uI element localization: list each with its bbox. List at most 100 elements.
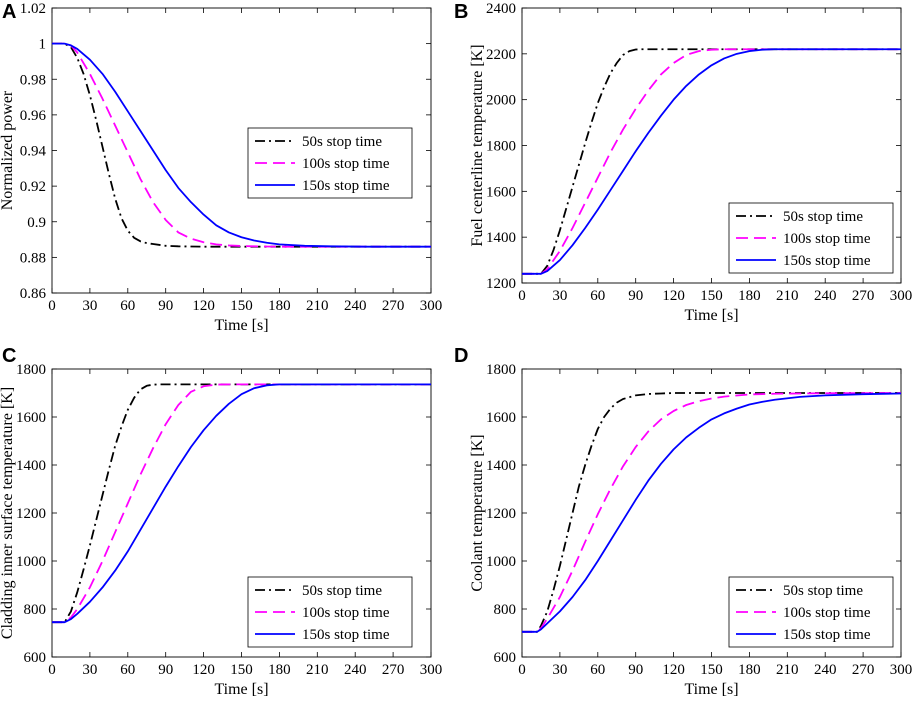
panel-letter: A (2, 1, 16, 23)
x-tick-label: 180 (738, 662, 761, 678)
x-tick-label: 90 (628, 662, 643, 678)
y-tick-label: 1400 (486, 458, 516, 474)
panel-c: C 0 30 60 90 120 150 180 210 240 270 300 600 800 1000 1… (0, 345, 442, 698)
x-tick-label: 150 (700, 662, 723, 678)
x-tick-label: 240 (344, 662, 367, 678)
y-axis-label: Coolant temperature [K] (469, 434, 486, 591)
legend: 50s stop time 100s stop time 150s stop tim… (728, 576, 894, 648)
panel-letter: D (454, 345, 468, 367)
x-tick-label: 210 (306, 298, 329, 314)
series-line-100s (52, 42, 431, 248)
y-tick-label: 2400 (486, 1, 516, 17)
x-tick-label: 30 (82, 662, 97, 678)
y-tick-label: 0.92 (20, 179, 46, 195)
x-tick-label: 300 (420, 298, 443, 314)
y-tick-label: 2200 (486, 47, 516, 63)
legend: 50s stop time 100s stop time 150s stop tim… (247, 576, 413, 648)
x-tick-label: 0 (518, 288, 526, 304)
y-tick-label: 1600 (486, 410, 516, 426)
x-tick-label: 90 (158, 298, 173, 314)
legend-entry: 150s stop time (783, 253, 871, 269)
series-line-150s (522, 392, 901, 633)
x-tick-label: 90 (628, 288, 643, 304)
x-tick-label: 270 (382, 662, 405, 678)
x-tick-label: 270 (382, 298, 405, 314)
x-axis-label: Time [s] (214, 681, 268, 698)
y-axis-label: Fuel centerline temperature [K] (469, 44, 486, 246)
x-axis-label: Time [s] (684, 307, 738, 324)
x-tick-label: 210 (776, 662, 799, 678)
legend: 50s stop time 100s stop time 150s stop tim… (728, 202, 894, 274)
y-tick-label: 1000 (486, 554, 516, 570)
legend-entry: 100s stop time (783, 605, 871, 621)
y-tick-label: 0.94 (20, 144, 47, 160)
legend-entry: 150s stop time (302, 178, 390, 194)
y-tick-label: 1 (39, 37, 47, 53)
y-tick-label: 1.02 (20, 1, 46, 17)
x-tick-label: 240 (814, 288, 837, 304)
series-line-150s (52, 42, 431, 248)
series-line-50s (522, 392, 901, 633)
y-tick-label: 0.9 (27, 215, 46, 231)
series-line-50s (52, 42, 431, 248)
x-tick-label: 120 (662, 662, 685, 678)
y-tick-label: 600 (494, 650, 517, 666)
x-tick-label: 270 (852, 288, 875, 304)
x-tick-label: 90 (158, 662, 173, 678)
x-tick-label: 150 (230, 662, 253, 678)
x-axis-label: Time [s] (214, 317, 268, 334)
y-tick-label: 1800 (16, 362, 46, 378)
x-tick-label: 210 (306, 662, 329, 678)
x-tick-label: 240 (344, 298, 367, 314)
y-tick-label: 1400 (16, 458, 46, 474)
y-tick-label: 0.96 (20, 108, 47, 124)
series-line-150s (522, 48, 901, 275)
x-tick-label: 30 (552, 662, 567, 678)
y-tick-label: 600 (24, 650, 47, 666)
x-tick-label: 120 (192, 298, 215, 314)
x-tick-label: 300 (890, 662, 913, 678)
series-line-50s (52, 383, 431, 624)
y-tick-label: 800 (24, 602, 47, 618)
y-axis-label: Normalized power (0, 90, 16, 210)
y-tick-label: 2000 (486, 93, 516, 109)
x-tick-label: 60 (590, 288, 605, 304)
y-axis-label: Cladding inner surface temperature [K] (0, 387, 16, 639)
legend-entry: 150s stop time (302, 627, 390, 643)
y-tick-label: 1600 (16, 410, 46, 426)
x-tick-label: 60 (120, 298, 135, 314)
y-tick-label: 800 (494, 602, 517, 618)
y-tick-label: 1200 (486, 506, 516, 522)
x-tick-label: 30 (552, 288, 567, 304)
panel-letter: C (2, 345, 16, 367)
x-tick-label: 0 (48, 662, 56, 678)
x-tick-label: 30 (82, 298, 97, 314)
panel-b: B 0 30 60 90 120 150 180 210 240 270 300 1200 1400 160… (454, 1, 912, 324)
x-tick-label: 180 (268, 298, 291, 314)
legend-entry: 50s stop time (302, 583, 382, 599)
legend-entry: 50s stop time (783, 583, 863, 599)
y-tick-label: 1600 (486, 184, 516, 200)
x-tick-label: 60 (120, 662, 135, 678)
panel-a: A 0 30 60 90 120 150 180 210 240 270 300 0.86 0.88 0.9… (0, 1, 442, 334)
x-tick-label: 300 (420, 662, 443, 678)
y-tick-label: 1200 (16, 506, 46, 522)
x-tick-label: 0 (518, 662, 526, 678)
x-tick-label: 180 (738, 288, 761, 304)
legend-entry: 150s stop time (783, 627, 871, 643)
x-tick-label: 240 (814, 662, 837, 678)
y-tick-label: 1000 (16, 554, 46, 570)
legend-entry: 50s stop time (783, 209, 863, 225)
x-tick-label: 270 (852, 662, 875, 678)
y-tick-label: 0.88 (20, 250, 46, 266)
x-tick-label: 120 (192, 662, 215, 678)
y-tick-label: 0.98 (20, 72, 46, 88)
panel-d: D 0 30 60 90 120 150 180 210 240 270 300 600 800 1000 1… (454, 345, 912, 698)
series-line-100s (52, 383, 431, 624)
x-tick-label: 0 (48, 298, 56, 314)
legend-entry: 100s stop time (302, 605, 390, 621)
x-tick-label: 120 (662, 288, 685, 304)
x-tick-label: 60 (590, 662, 605, 678)
x-tick-label: 300 (890, 288, 913, 304)
